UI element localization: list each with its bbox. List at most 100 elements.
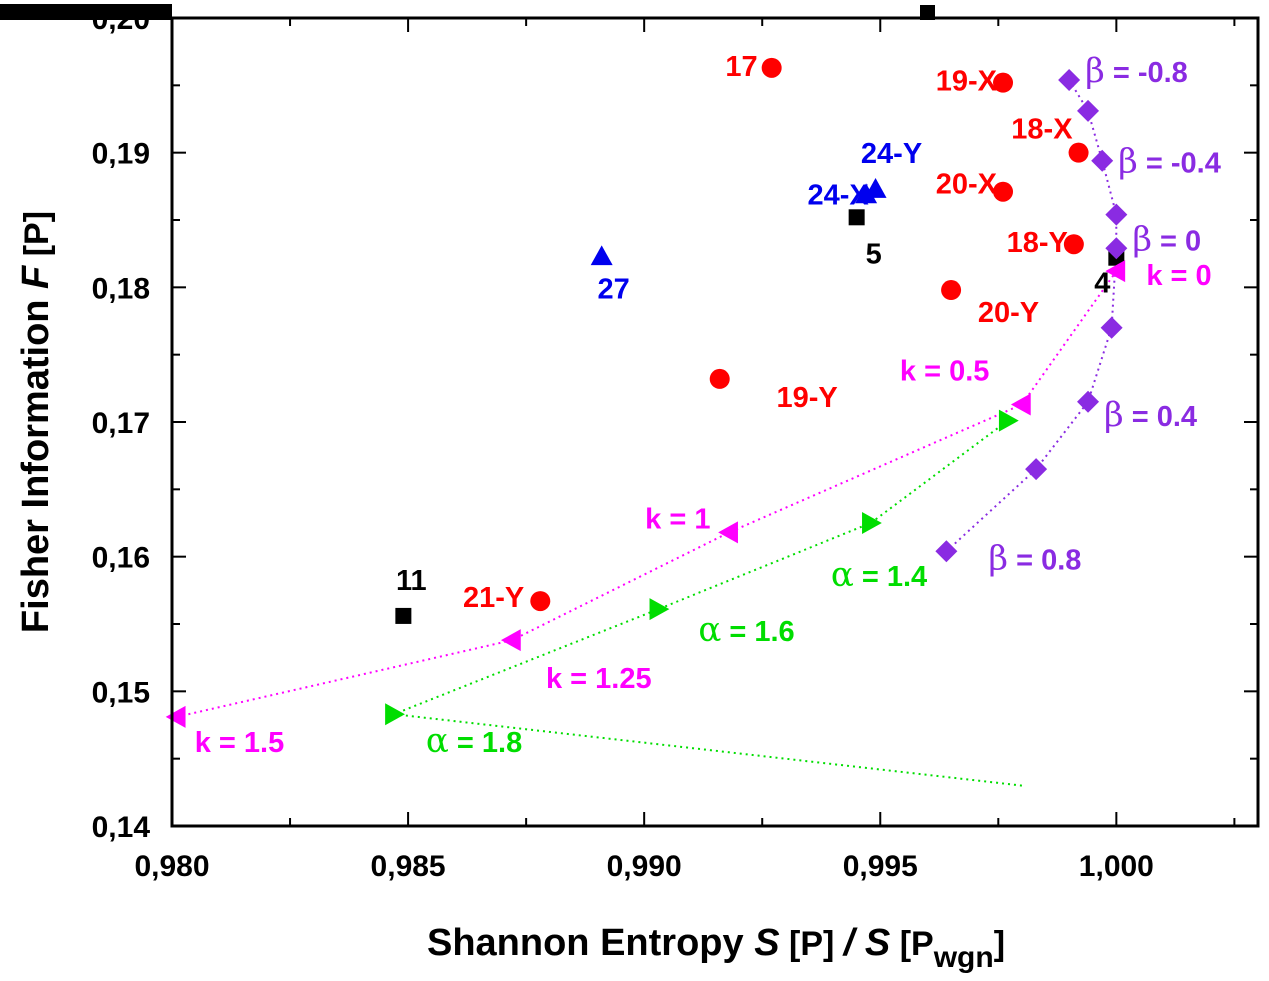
x-axis-title-slash: / [842,922,858,964]
fit-lines-layer [176,79,1118,787]
x-tick-label: 0,995 [843,850,918,883]
data-point-diamond [1105,203,1128,226]
data-point-triangle-up [855,183,878,204]
point-label: k = 1.5 [195,727,285,759]
data-point-triangle-left [165,705,186,728]
data-point-triangle-up [590,245,613,266]
point-label: α = 1.4 [831,555,927,595]
label-rest: = 0.4 [1124,401,1197,433]
label-rest: = 1.4 [854,561,927,593]
greek-symbol: β [988,538,1008,578]
point-label: β = 0 [1132,219,1201,259]
point-label: 27 [598,273,630,305]
data-point-diamond [1058,68,1081,91]
y-tick-label: 0,14 [92,811,151,844]
y-axis-title-var: F [15,264,57,289]
data-point-square [848,209,865,226]
series-fit-line [393,419,1023,787]
data-point-circle [1063,234,1084,255]
point-label: 19-X [936,66,998,98]
x-axis-title-open2: [P [890,925,933,963]
x-axis-title: Shannon Entropy S [P] / S [Pwgn] [427,922,1005,974]
label-rest: = -0.8 [1105,57,1188,89]
x-axis-title-var2: S [865,922,890,964]
point-label: 18-Y [1007,227,1068,259]
point-label: 17 [725,51,757,83]
data-point-triangle-right [649,598,670,621]
data-point-diamond [1077,99,1100,122]
point-label: 4 [1094,268,1110,300]
point-label: k = 0.5 [900,355,990,387]
y-axis-title: Fisher Information F [P] [15,211,57,633]
label-rest: = 0.8 [1008,544,1081,576]
y-tick-label: 0,18 [92,272,150,305]
point-label: k = 1.25 [546,663,652,695]
data-point-circle [530,591,551,612]
x-axis-title-spacer [854,922,865,964]
point-label: k = 0 [1146,260,1211,292]
greek-symbol: α [831,555,854,595]
point-label: 19-Y [776,382,837,414]
point-label: β = 0.4 [1104,395,1197,435]
data-point-circle [993,181,1014,202]
point-label: 11 [396,565,427,597]
label-rest: = 1.6 [721,616,794,648]
greek-symbol: α [426,721,449,761]
point-label: β = 0.8 [988,538,1081,578]
data-point-triangle-left [500,629,521,652]
greek-symbol: β [1118,142,1138,182]
point-label: β = -0.4 [1118,142,1221,182]
greek-symbol: α [698,610,721,650]
data-point-triangle-right [385,703,405,726]
point-label: 20-Y [978,297,1039,329]
top-left-clip-bar [0,4,172,20]
point-label: β = -0.8 [1085,51,1188,91]
x-tick-label: 0,985 [371,850,446,883]
y-axis-title-prefix: Fisher Information [15,289,57,633]
point-label: α = 1.8 [426,721,522,761]
series-fit-line [176,270,1118,718]
data-point-square [395,607,412,624]
y-tick-label: 0,15 [92,676,150,709]
x-axis-title-sub: wgn [933,941,994,974]
data-point-circle [761,57,782,78]
x-axis-title-var: S [754,922,779,964]
data-point-triangle-right [862,512,882,534]
data-point-triangle-right [998,409,1019,432]
point-label: 5 [866,238,882,270]
label-rest: = 1.8 [449,727,522,759]
series-fit-line [945,79,1118,553]
x-tick-label: 0,980 [134,850,209,883]
y-tick-label: 0,16 [92,542,150,575]
point-label: 20-X [936,169,998,201]
x-axis-title-prefix: Shannon Entropy [427,922,754,964]
x-tick-label: 0,990 [607,850,682,883]
point-label: 21-Y [463,582,524,614]
data-point-triangle-left [1010,393,1031,416]
greek-symbol: β [1085,51,1105,91]
data-point-diamond [935,540,958,563]
data-point-diamond [1025,458,1048,481]
data-point-triangle-left [718,521,738,544]
y-tick-label: 0,19 [92,138,150,171]
point-label: 24-Y [861,138,922,170]
data-point-circle [993,72,1014,93]
markers-layer [165,57,1128,728]
point-label: α = 1.6 [698,610,794,650]
point-label: 24-X [807,179,869,211]
data-point-diamond [1091,149,1114,172]
plot-frame [170,16,1260,828]
x-axis-title-close: ] [994,925,1005,963]
x-tick-label: 1,000 [1079,850,1154,883]
point-labels-layer: 17 19-X 18-X 20-X 18-Y 20-Y 19-Y 21-Y 24-Y 24-X 27… [195,51,1221,761]
point-label: 18-X [1011,114,1073,146]
label-rest: = 0 [1152,225,1201,257]
top-marker-square [920,5,935,20]
greek-symbol: β [1104,395,1124,435]
data-point-circle [1068,142,1089,163]
data-point-triangle-left [1105,260,1126,283]
y-axis-title-suffix: [P] [18,211,56,266]
data-point-diamond [1077,390,1100,413]
data-point-diamond [1105,237,1128,260]
